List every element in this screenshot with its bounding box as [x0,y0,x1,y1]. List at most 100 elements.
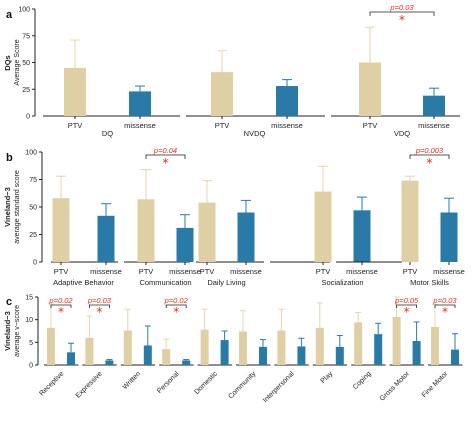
bar-PTV-fine-motor [431,326,439,365]
category-label: Interpersonal [262,370,296,404]
group-label-a: NVDQ [244,129,266,138]
p-value-label-c: p=0.03 [432,296,457,305]
x-tick-label-a: missense [418,121,450,130]
p-value-label-a: p=0.03 [389,3,414,12]
x-tick-label-a: missense [124,121,156,130]
bar-missense-domestic [220,340,229,365]
x-tick-label-b: PTV [139,267,154,276]
bar-PTV-interpersonal [277,330,286,365]
y-tick-label-a: 25 [22,87,30,94]
group-label-b: Socialization [321,278,363,287]
bar-missense-personal [182,360,191,365]
category-label: Gross Motor [379,370,412,403]
p-value-label-c: p=0.02 [48,296,73,305]
y-tick-label-b: 75 [29,177,37,184]
significance-bracket-c [89,304,110,308]
bar-missense-socialization [353,210,371,262]
significance-star-c: * [58,305,64,319]
bar-missense-play [335,346,344,365]
bar-missense-coping [374,334,383,365]
bar-PTV-motor-skills [401,180,419,262]
category-label: Play [320,370,335,385]
y-tick-label-a: 75 [22,33,30,40]
bar-PTV-gross-motor [392,316,401,365]
x-tick-label-b: missense [346,267,378,276]
p-value-label-c: p=0.02 [164,296,189,305]
panel-label-c: c [6,296,12,308]
y-axis-title-b: average standard score [14,170,21,244]
bar-PTV-socialization [314,191,332,262]
significance-bracket-c [165,304,187,308]
y-tick-label-b: 100 [25,150,37,157]
x-tick-label-a: PTV [68,121,83,130]
x-tick-label-b: PTV [54,267,69,276]
significance-bracket-c [434,304,456,308]
bar-missense-daily-living [237,212,255,262]
x-tick-label-a: PTV [363,121,378,130]
y-tick-label-b: 0 [33,260,37,267]
group-label-a: VDQ [394,129,410,138]
panel-label-b: b [6,152,13,164]
bar-PTV-receptive [47,327,55,365]
bar-missense-communication [176,227,194,262]
bar-PTV-domestic [200,329,209,365]
x-tick-label-a: missense [271,121,303,130]
p-value-label-b: p=0.003 [415,146,444,155]
x-tick-label-b: PTV [403,267,418,276]
bar-missense-motor-skills [440,212,458,262]
row-label-c: Vineland−3 [3,311,12,351]
bar-PTV-communication [137,199,155,262]
bar-missense-vdq [423,95,445,116]
bar-missense-receptive [67,352,75,365]
category-label: Written [122,370,143,391]
bar-PTV-vdq [359,62,381,116]
significance-star-c: * [173,305,179,319]
x-tick-label-a: PTV [215,121,230,130]
significance-star-c: * [96,305,102,319]
bar-missense-dq [129,91,151,116]
panel-label-a: a [6,9,13,21]
category-label: Receptive [38,370,65,397]
bar-PTV-adaptive-behavior [52,198,70,262]
bar-PTV-community [239,331,247,365]
x-tick-label-b: missense [433,267,465,276]
group-label-b: Communication [139,278,191,287]
y-tick-label-a: 50 [22,60,30,67]
p-value-label-c: p=0.05 [394,296,419,305]
bar-missense-gross-motor [412,340,421,365]
y-axis-title-c: average v−score [14,305,21,357]
significance-bracket-b [145,154,186,159]
bar-missense-fine-motor [451,349,459,365]
significance-star-b: * [163,156,169,170]
category-label: Personal [156,370,181,395]
bar-PTV-personal [162,349,171,365]
y-tick-label-c: 5 [29,340,33,347]
row-label-b: Vineland−3 [3,187,12,227]
significance-star-c: * [404,305,410,319]
bar-PTV-coping [354,322,363,365]
significance-star-a: * [399,13,405,27]
significance-star-b: * [427,156,433,170]
category-label: Community [227,370,257,400]
bar-PTV-daily-living [198,202,216,262]
y-tick-label-c: 10 [25,317,33,324]
group-label-b: Adaptive Behavior [53,278,114,287]
category-label: Coping [352,370,373,391]
y-tick-label-a: 100 [18,7,30,14]
bar-PTV-expressive [85,337,94,365]
y-tick-label-b: 50 [29,205,37,212]
p-value-label-b: p=0.04 [153,146,177,155]
bar-missense-written [143,345,152,365]
category-label: Domestic [193,370,219,396]
bar-missense-community [259,346,267,365]
p-value-label-c: p=0.03 [87,296,112,305]
bar-missense-interpersonal [297,346,306,365]
group-label-b: Motor Skills [410,278,449,287]
significance-star-c: * [442,305,448,319]
bar-missense-expressive [105,360,114,365]
x-tick-label-b: missense [90,267,122,276]
y-tick-label-c: 15 [25,295,33,302]
x-tick-label-b: PTV [200,267,215,276]
bar-missense-nvdq [276,86,298,116]
x-tick-label-b: missense [230,267,262,276]
